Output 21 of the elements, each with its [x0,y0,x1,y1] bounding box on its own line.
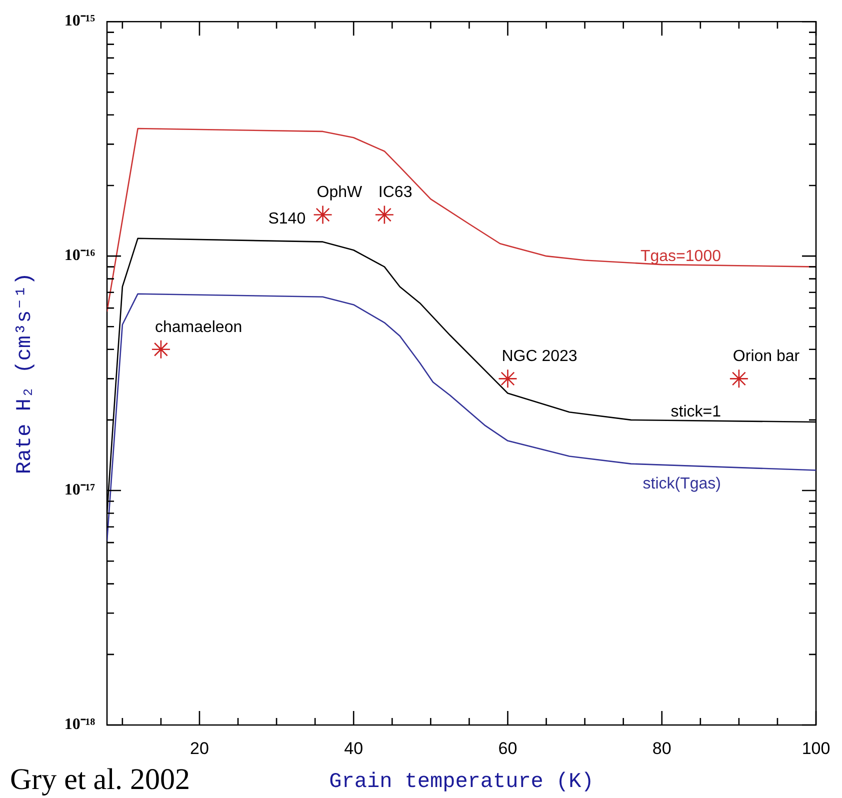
x-tick-label: 40 [344,738,364,758]
annotation: Orion bar [732,348,800,366]
x-tick-label: 20 [190,738,209,758]
annotation: OphW [316,184,364,202]
x-tick-label: 80 [652,738,672,758]
text: Gry et al. 2002 [10,762,190,796]
annotation: chamaeleon [154,318,242,336]
annotation: NGC 2023 [502,348,578,366]
y-tick-label: 10⁻¹⁸ [64,716,96,734]
y-tick-label: 10⁻¹⁷ [64,482,96,499]
series-label: stick(Tgas) [642,476,721,493]
series-label: Tgas=1000 [640,248,722,266]
y-tick-label: 10⁻¹⁶ [64,247,96,264]
y-axis-title: Rate H₂ (cm³s⁻¹) [14,272,38,474]
annotation: S140 [268,210,306,228]
x-axis-title: Grain temperature (K) [329,770,594,794]
x-tick-label: 100 [802,738,830,758]
y-tick-label: 10⁻¹⁵ [64,12,96,30]
series-label: stick=1 [670,403,722,420]
x-tick-label: 60 [498,738,518,758]
annotation: IC63 [378,184,412,202]
